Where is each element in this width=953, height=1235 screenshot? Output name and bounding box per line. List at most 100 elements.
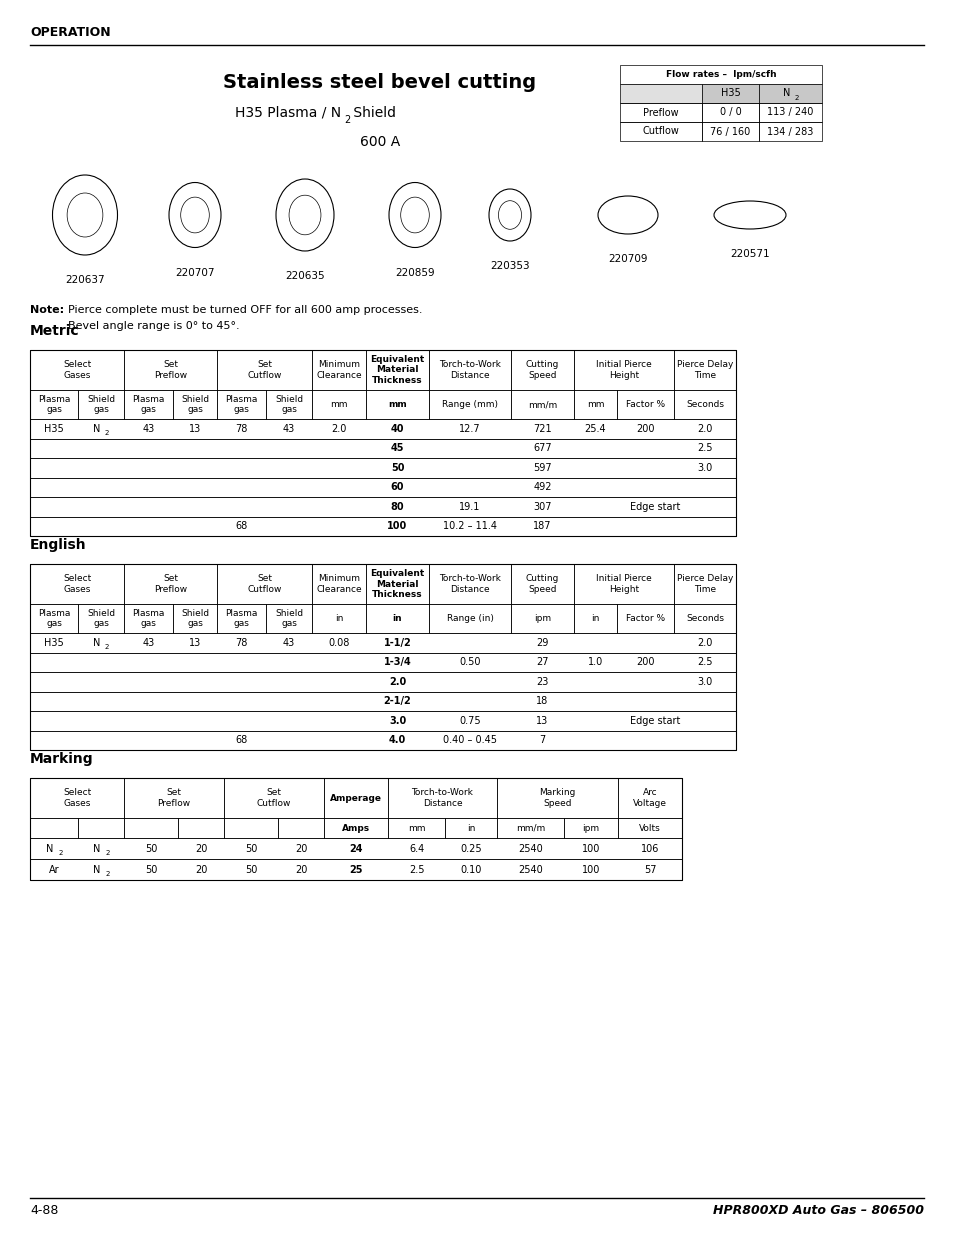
Ellipse shape [389, 183, 440, 247]
Text: 68: 68 [235, 521, 248, 531]
Text: 19.1: 19.1 [458, 501, 480, 511]
Bar [388, 778, 497, 818]
Bar [563, 818, 618, 839]
Bar [124, 818, 178, 839]
Text: 78: 78 [235, 424, 248, 433]
Text: 50: 50 [145, 844, 157, 853]
Text: 2.5: 2.5 [408, 864, 424, 874]
Text: 4.0: 4.0 [389, 735, 406, 745]
Bar [30, 564, 124, 604]
Text: in: in [591, 614, 599, 622]
Text: in: in [466, 824, 475, 832]
Text: Edge start: Edge start [629, 501, 679, 511]
Text: 220571: 220571 [729, 249, 769, 259]
Text: 220709: 220709 [608, 254, 647, 264]
Text: Torch-to-Work
Distance: Torch-to-Work Distance [438, 574, 500, 594]
Text: 3.0: 3.0 [697, 677, 712, 687]
Text: 0 / 0: 0 / 0 [719, 107, 740, 117]
Text: N: N [93, 844, 101, 853]
Text: Minimum
Clearance: Minimum Clearance [315, 361, 361, 379]
Bar [172, 390, 216, 419]
Text: 13: 13 [189, 637, 201, 647]
Text: Set
Cutflow: Set Cutflow [247, 361, 281, 379]
Bar [444, 818, 497, 839]
Bar [30, 438, 735, 458]
Bar [366, 390, 429, 419]
Bar [429, 390, 511, 419]
Bar [619, 122, 701, 141]
Text: Marking
Speed: Marking Speed [538, 788, 575, 808]
Text: Stainless steel bevel cutting: Stainless steel bevel cutting [223, 73, 536, 91]
Text: Factor %: Factor % [625, 614, 664, 622]
Text: 29: 29 [536, 637, 548, 647]
Bar [30, 350, 124, 390]
Bar [574, 350, 673, 390]
Text: 50: 50 [245, 864, 257, 874]
Text: in: in [335, 614, 343, 622]
Text: 45: 45 [391, 443, 404, 453]
Text: 677: 677 [533, 443, 551, 453]
Bar [701, 122, 759, 141]
Text: 134 / 283: 134 / 283 [766, 126, 813, 137]
Bar [574, 390, 617, 419]
Text: Bevel angle range is 0° to 45°.: Bevel angle range is 0° to 45°. [68, 321, 239, 331]
Bar [30, 604, 78, 634]
Text: 20: 20 [294, 844, 307, 853]
Text: Shield: Shield [348, 106, 395, 120]
Text: 2: 2 [106, 850, 111, 856]
Text: Factor %: Factor % [625, 400, 664, 409]
Text: 2: 2 [794, 95, 798, 100]
Text: Plasma
gas: Plasma gas [225, 609, 257, 629]
Text: Marking: Marking [30, 752, 93, 766]
Text: 25.4: 25.4 [584, 424, 606, 433]
Text: Plasma
gas: Plasma gas [225, 395, 257, 414]
Text: Seconds: Seconds [685, 614, 723, 622]
Text: 50: 50 [391, 463, 404, 473]
Text: 1.0: 1.0 [587, 657, 602, 667]
Text: Minimum
Clearance: Minimum Clearance [315, 574, 361, 594]
Text: 2: 2 [344, 115, 351, 125]
Bar [124, 604, 172, 634]
Text: Plasma
gas: Plasma gas [38, 395, 71, 414]
Text: Plasma
gas: Plasma gas [132, 609, 165, 629]
Bar [124, 390, 172, 419]
Text: 10.2 – 11.4: 10.2 – 11.4 [442, 521, 497, 531]
Bar [124, 778, 224, 818]
Bar [78, 390, 124, 419]
Text: mm: mm [330, 400, 348, 409]
Text: 13: 13 [536, 716, 548, 726]
Text: Select
Gases: Select Gases [63, 361, 91, 379]
Text: 600 A: 600 A [359, 135, 399, 149]
Bar [312, 390, 366, 419]
Bar [30, 839, 681, 860]
Text: OPERATION: OPERATION [30, 26, 111, 38]
Text: Plasma
gas: Plasma gas [132, 395, 165, 414]
Text: 0.08: 0.08 [328, 637, 350, 647]
Text: 721: 721 [533, 424, 551, 433]
Bar [701, 84, 759, 103]
Text: 2540: 2540 [517, 844, 542, 853]
Text: 106: 106 [640, 844, 659, 853]
Text: 2: 2 [106, 871, 111, 877]
Text: 24: 24 [349, 844, 362, 853]
Text: 0.25: 0.25 [459, 844, 481, 853]
Text: 220637: 220637 [65, 275, 105, 285]
Text: Torch-to-Work
Distance: Torch-to-Work Distance [438, 361, 500, 379]
Bar [266, 390, 312, 419]
Text: H35: H35 [720, 89, 740, 99]
Bar [216, 604, 266, 634]
Bar [617, 390, 673, 419]
Bar [30, 458, 735, 478]
Text: H35: H35 [44, 637, 64, 647]
Bar [619, 65, 821, 84]
Bar [266, 604, 312, 634]
Text: HPR800XD Auto Gas – 806500: HPR800XD Auto Gas – 806500 [712, 1203, 923, 1216]
Bar [673, 604, 735, 634]
Text: Pierce Delay
Time: Pierce Delay Time [676, 361, 733, 379]
Text: 220859: 220859 [395, 268, 435, 278]
Text: N: N [47, 844, 53, 853]
Bar [30, 652, 735, 672]
Text: N: N [93, 424, 101, 433]
Bar [124, 350, 216, 390]
Bar [30, 564, 735, 750]
